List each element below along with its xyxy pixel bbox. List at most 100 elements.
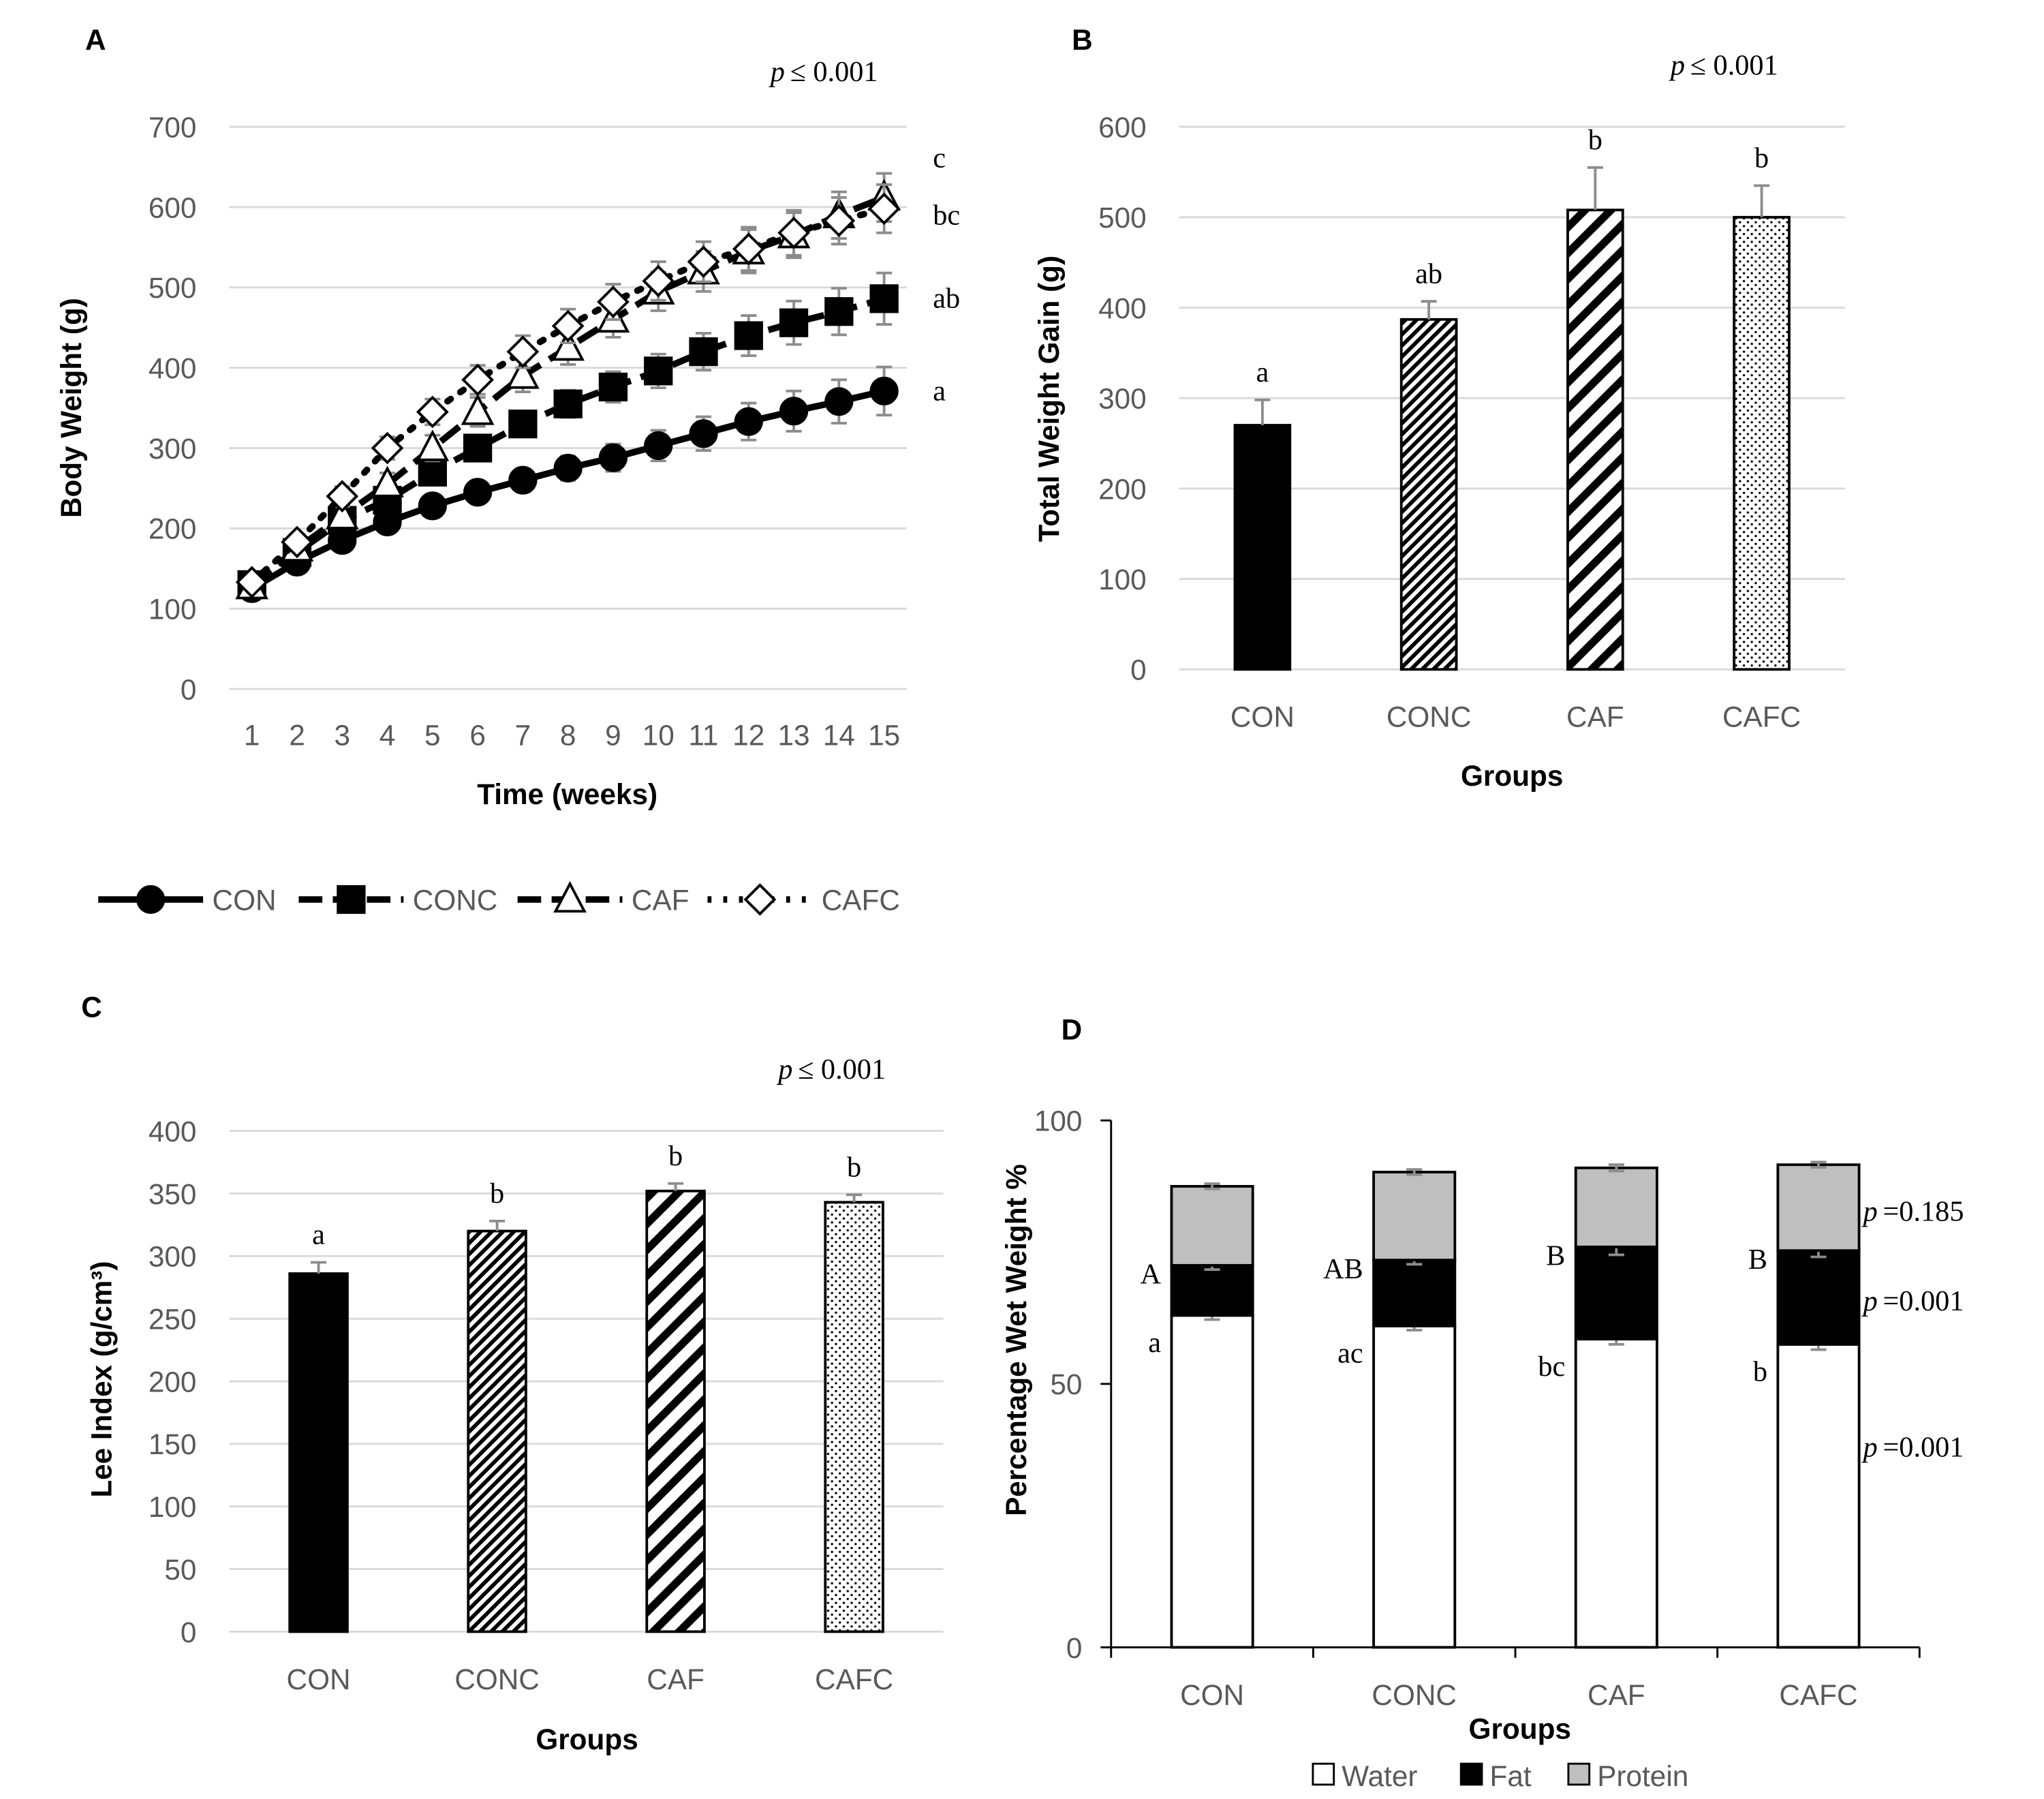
data-point (461, 393, 495, 425)
y-axis-label: Total Weight Gain (g) (1033, 256, 1065, 542)
bar (467, 1229, 527, 1633)
y-tick-label: 100 (149, 1491, 197, 1523)
x-tick-label: 4 (380, 720, 396, 752)
legend-marker (136, 885, 166, 914)
bar (1399, 318, 1458, 671)
y-tick-label: 400 (149, 352, 197, 384)
bar-segment (1372, 1324, 1457, 1649)
x-tick-label: 7 (515, 720, 531, 752)
data-point (326, 480, 359, 513)
error-bar (1608, 1163, 1624, 1173)
significance-letter: b (1753, 1356, 1767, 1388)
p-symbol: p (1861, 1432, 1878, 1464)
x-axis-label: Groups (1469, 1713, 1571, 1745)
legend-label: CON (213, 884, 277, 916)
y-tick-label: 350 (149, 1178, 197, 1210)
data-point (506, 335, 540, 368)
data-point (463, 478, 493, 507)
y-tick-label: 0 (181, 1616, 197, 1648)
data-point (777, 216, 810, 249)
significance-letter: b (847, 1151, 861, 1183)
y-tick-label: 200 (1098, 473, 1147, 505)
x-tick-label: 3 (334, 720, 350, 752)
significance-letter: ab (1415, 258, 1442, 290)
data-point (598, 372, 628, 402)
bar-segment (1170, 1184, 1254, 1267)
x-tick-label: CAF (1588, 1679, 1645, 1711)
bar (1233, 424, 1292, 671)
data-point (416, 429, 450, 461)
y-tick-label: 50 (164, 1554, 196, 1586)
x-tick-label: CAFC (1722, 701, 1801, 733)
data-point (325, 497, 359, 529)
y-tick-label: 700 (149, 111, 197, 143)
p-text: ≤ 0.001 (1690, 49, 1778, 81)
significance-letter: B (1546, 1240, 1565, 1272)
bar-segment (1170, 1263, 1254, 1317)
legend-swatch (1567, 1762, 1591, 1786)
data-point (598, 443, 628, 472)
significance-letter: b (490, 1178, 504, 1210)
data-point (687, 245, 720, 278)
bar-segment (1776, 1342, 1861, 1649)
x-tick-label: 8 (560, 720, 576, 752)
data-point (551, 329, 585, 361)
significance-letter: A (1141, 1259, 1162, 1291)
x-tick-label: 10 (642, 720, 675, 752)
data-point (642, 264, 675, 298)
y-tick-label: 150 (149, 1428, 197, 1460)
bar-segment (1574, 1338, 1658, 1649)
data-point (824, 387, 854, 416)
data-point (371, 465, 404, 497)
bar-segment (1372, 1171, 1457, 1262)
x-tick-label: 12 (732, 720, 764, 752)
data-point (822, 204, 856, 237)
significance-letter: bc (933, 199, 960, 231)
y-axis-label: Percentage Wet Weight % (1000, 1164, 1032, 1516)
error-bar (668, 1182, 684, 1191)
x-axis-label: Groups (536, 1723, 638, 1755)
data-point (689, 419, 718, 448)
bar-segment (1574, 1166, 1658, 1248)
y-tick-label: 0 (181, 673, 197, 705)
x-tick-label: 5 (424, 720, 441, 752)
bar-segment (1372, 1259, 1457, 1327)
significance-letter: b (1588, 124, 1602, 156)
y-axis-label: Lee Index (g/cm³) (85, 1261, 117, 1498)
error-bar (1406, 1168, 1423, 1176)
p-text: ≤ 0.001 (790, 56, 878, 88)
p-symbol: p (1861, 1195, 1878, 1227)
significance-letter: b (668, 1140, 683, 1172)
legend-label: Protein (1597, 1760, 1688, 1792)
legend-swatch (1312, 1762, 1335, 1786)
legend-label: Fat (1490, 1760, 1532, 1792)
x-tick-label: CAFC (815, 1663, 893, 1695)
x-axis-label: Time (weeks) (477, 778, 657, 810)
y-tick-label: 600 (149, 191, 197, 224)
significance-letter: a (312, 1219, 325, 1251)
data-point (644, 356, 673, 386)
error-bar (1204, 1182, 1220, 1190)
legend-label: CONC (413, 884, 498, 916)
panel-label: B (1072, 24, 1093, 56)
data-point (689, 337, 718, 367)
bar (824, 1201, 884, 1633)
error-bar (1754, 184, 1770, 217)
y-tick-label: 200 (149, 1366, 197, 1398)
x-tick-label: CAFC (1779, 1679, 1857, 1711)
x-tick-label: CON (1180, 1679, 1244, 1711)
bar (1566, 209, 1624, 671)
significance-letter: ac (1337, 1338, 1363, 1370)
p-text: =0.185 (1883, 1195, 1964, 1227)
bar (645, 1189, 706, 1633)
y-tick-label: 300 (149, 433, 197, 465)
x-axis-label: Groups (1461, 760, 1563, 792)
p-value: p =0.001 (1861, 1285, 1964, 1317)
y-tick-label: 200 (149, 513, 197, 545)
legend-marker (337, 885, 366, 914)
legend-label: CAFC (822, 884, 900, 916)
data-point (869, 376, 899, 405)
x-tick-label: CON (287, 1663, 351, 1695)
x-tick-label: 11 (689, 720, 719, 752)
